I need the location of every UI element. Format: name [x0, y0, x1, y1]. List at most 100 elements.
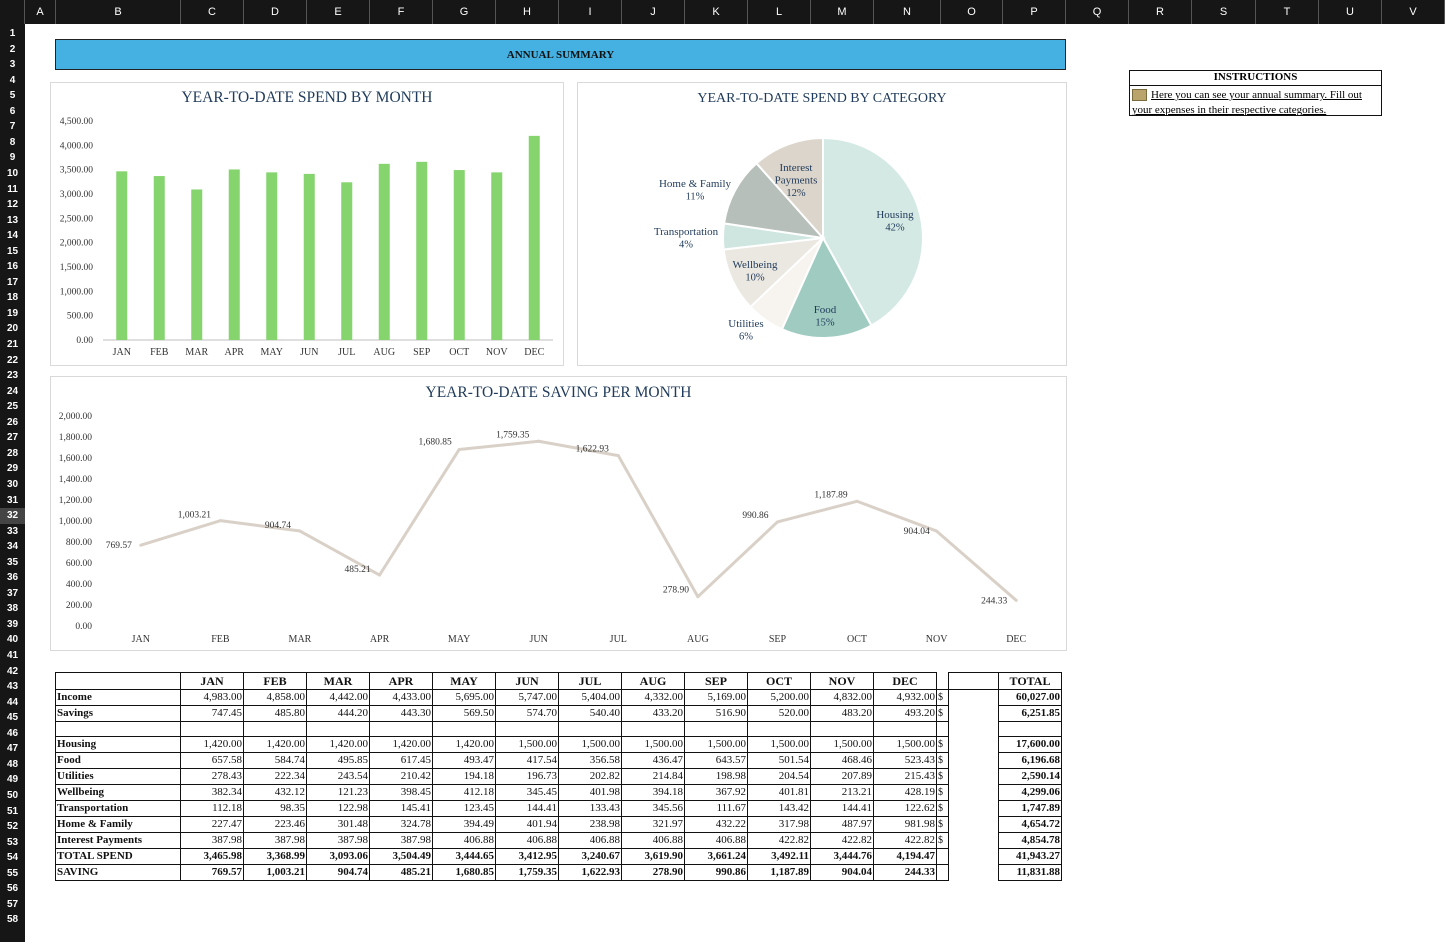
- value-cell[interactable]: 196.73: [495, 768, 559, 785]
- currency-cell[interactable]: $: [936, 689, 949, 706]
- column-header-l[interactable]: L: [748, 0, 811, 24]
- value-cell[interactable]: 301.48: [306, 816, 370, 833]
- value-cell[interactable]: 468.46: [810, 752, 874, 769]
- value-cell[interactable]: 3,444.76: [810, 848, 874, 865]
- row-label-cell[interactable]: Food: [55, 752, 181, 769]
- value-cell[interactable]: 574.70: [495, 705, 559, 722]
- blank-cell[interactable]: [948, 752, 999, 769]
- total-header-cell[interactable]: TOTAL: [998, 672, 1062, 690]
- column-header-a[interactable]: A: [25, 0, 56, 24]
- value-cell[interactable]: 143.42: [747, 800, 811, 817]
- blank-cell[interactable]: [936, 721, 949, 737]
- column-header-n[interactable]: N: [874, 0, 941, 24]
- value-cell[interactable]: 356.58: [558, 752, 622, 769]
- total-cell[interactable]: 41,943.27: [998, 848, 1062, 865]
- blank-cell[interactable]: [948, 864, 999, 881]
- value-cell[interactable]: 401.81: [747, 784, 811, 801]
- row-label-cell[interactable]: Interest Payments: [55, 832, 181, 849]
- row-header-40[interactable]: 40: [6, 634, 19, 646]
- blank-cell[interactable]: [948, 721, 999, 737]
- value-cell[interactable]: 144.41: [810, 800, 874, 817]
- value-cell[interactable]: 111.67: [684, 800, 748, 817]
- value-cell[interactable]: 387.98: [369, 832, 433, 849]
- value-cell[interactable]: 122.62: [873, 800, 937, 817]
- row-label-cell[interactable]: Transportation: [55, 800, 181, 817]
- value-cell[interactable]: 324.78: [369, 816, 433, 833]
- value-cell[interactable]: 501.54: [747, 752, 811, 769]
- blank-cell[interactable]: [873, 721, 937, 737]
- value-cell[interactable]: 428.19: [873, 784, 937, 801]
- column-header-e[interactable]: E: [307, 0, 370, 24]
- value-cell[interactable]: 210.42: [369, 768, 433, 785]
- value-cell[interactable]: 1,759.35: [495, 864, 559, 881]
- row-header-21[interactable]: 21: [6, 339, 19, 350]
- row-header-41[interactable]: 41: [6, 650, 19, 661]
- blank-cell[interactable]: [432, 721, 496, 737]
- value-cell[interactable]: 122.98: [306, 800, 370, 817]
- row-header-52[interactable]: 52: [6, 821, 19, 833]
- row-header-1[interactable]: 1: [9, 28, 16, 39]
- column-header-r[interactable]: R: [1129, 0, 1192, 24]
- column-header-o[interactable]: O: [941, 0, 1003, 24]
- value-cell[interactable]: 1,500.00: [747, 736, 811, 753]
- value-cell[interactable]: 422.82: [873, 832, 937, 849]
- value-cell[interactable]: 382.34: [180, 784, 244, 801]
- row-header-22[interactable]: 22: [6, 354, 19, 366]
- value-cell[interactable]: 202.82: [558, 768, 622, 785]
- blank-cell[interactable]: [948, 768, 999, 785]
- value-cell[interactable]: 5,695.00: [432, 689, 496, 706]
- value-cell[interactable]: 1,003.21: [243, 864, 307, 881]
- value-cell[interactable]: 1,420.00: [432, 736, 496, 753]
- row-header-55[interactable]: 55: [6, 867, 19, 879]
- header-blank-cell[interactable]: [55, 672, 181, 690]
- value-cell[interactable]: 223.46: [243, 816, 307, 833]
- value-cell[interactable]: 4,194.47: [873, 848, 937, 865]
- blank-cell[interactable]: [180, 721, 244, 737]
- row-header-34[interactable]: 34: [6, 541, 19, 553]
- value-cell[interactable]: 3,661.24: [684, 848, 748, 865]
- row-header-38[interactable]: 38: [6, 603, 19, 615]
- row-label-cell[interactable]: Housing: [55, 736, 181, 753]
- value-cell[interactable]: 5,404.00: [558, 689, 622, 706]
- value-cell[interactable]: 747.45: [180, 705, 244, 722]
- value-cell[interactable]: 432.22: [684, 816, 748, 833]
- row-header-16[interactable]: 16: [6, 261, 19, 273]
- row-header-50[interactable]: 50: [6, 789, 19, 801]
- value-cell[interactable]: 227.47: [180, 816, 244, 833]
- month-header-cell[interactable]: SEP: [684, 672, 748, 690]
- row-header-53[interactable]: 53: [6, 836, 19, 848]
- row-header-29[interactable]: 29: [6, 463, 19, 475]
- value-cell[interactable]: 4,332.00: [621, 689, 685, 706]
- value-cell[interactable]: 387.98: [306, 832, 370, 849]
- value-cell[interactable]: 990.86: [684, 864, 748, 881]
- blank-cell[interactable]: [621, 721, 685, 737]
- value-cell[interactable]: 433.20: [621, 705, 685, 722]
- value-cell[interactable]: 1,500.00: [810, 736, 874, 753]
- row-header-20[interactable]: 20: [6, 323, 19, 335]
- row-header-24[interactable]: 24: [6, 385, 19, 397]
- row-label-cell[interactable]: Income: [55, 689, 181, 706]
- value-cell[interactable]: 1,420.00: [369, 736, 433, 753]
- row-label-cell[interactable]: TOTAL SPEND: [55, 848, 181, 865]
- value-cell[interactable]: 3,093.06: [306, 848, 370, 865]
- value-cell[interactable]: 406.88: [621, 832, 685, 849]
- value-cell[interactable]: 387.98: [243, 832, 307, 849]
- value-cell[interactable]: 4,858.00: [243, 689, 307, 706]
- value-cell[interactable]: 394.18: [621, 784, 685, 801]
- value-cell[interactable]: 3,368.99: [243, 848, 307, 865]
- blank-cell[interactable]: [369, 721, 433, 737]
- row-header-39[interactable]: 39: [6, 618, 19, 630]
- row-header-4[interactable]: 4: [9, 74, 16, 86]
- row-header-5[interactable]: 5: [9, 90, 16, 102]
- value-cell[interactable]: 4,932.00: [873, 689, 937, 706]
- blank-cell[interactable]: [243, 721, 307, 737]
- month-header-cell[interactable]: MAR: [306, 672, 370, 690]
- row-header-49[interactable]: 49: [6, 774, 19, 786]
- column-header-b[interactable]: B: [56, 0, 181, 24]
- value-cell[interactable]: 213.21: [810, 784, 874, 801]
- value-cell[interactable]: 485.21: [369, 864, 433, 881]
- row-header-48[interactable]: 48: [6, 758, 19, 770]
- total-cell[interactable]: 6,251.85: [998, 705, 1062, 722]
- blank-cell[interactable]: [948, 832, 999, 849]
- row-header-43[interactable]: 43: [6, 681, 19, 693]
